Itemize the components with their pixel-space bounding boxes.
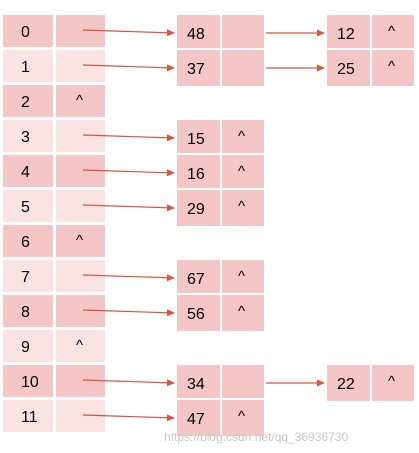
watermark-text: https://blog.csdn.net/qq_36936730: [164, 430, 348, 444]
pointer-arrows: [82, 29, 325, 422]
pointer-arrow: [82, 309, 175, 317]
bucket-row-9: 9 ^: [1, 328, 107, 364]
bucket-row-2: 2 ^: [1, 83, 107, 119]
node-pointer-cell: [220, 363, 266, 403]
node-pointer-cell: [220, 258, 266, 298]
node-value-cell: [325, 13, 372, 53]
bucket-row-7: 7: [1, 258, 107, 294]
pointer-arrow: [82, 274, 175, 282]
bucket-index-cell: [1, 398, 55, 434]
pointer-arrow: [82, 414, 175, 422]
chain-node-12: 12 ^: [325, 13, 416, 53]
node-value-text: 47: [187, 411, 205, 428]
bucket-index-text: 0: [21, 24, 30, 41]
node-value-cell: [325, 48, 372, 88]
bucket-index-text: 4: [21, 164, 30, 181]
bucket-pointer-cell: [54, 83, 107, 119]
pointer-arrow: [82, 64, 175, 72]
null-pointer-symbol: ^: [76, 337, 83, 354]
bucket-row-1: 1: [1, 48, 107, 84]
node-pointer-cell: [220, 13, 266, 53]
node-value-text: 37: [187, 61, 205, 78]
node-value-text: 12: [337, 26, 355, 43]
chain-node-47: 47 ^: [175, 398, 266, 438]
chain-node-15: 15 ^: [175, 118, 266, 158]
null-pointer-symbol: ^: [388, 23, 395, 40]
chain-node-16: 16 ^: [175, 153, 266, 193]
bucket-index-text: 9: [21, 339, 30, 356]
bucket-row-5: 5: [1, 188, 107, 224]
node-pointer-cell: [370, 363, 416, 403]
bucket-row-0: 0: [1, 13, 107, 49]
chain-node-48: 48: [175, 13, 266, 53]
chain-node-37: 37: [175, 48, 266, 88]
bucket-index-text: 11: [21, 409, 38, 426]
bucket-row-10: 10: [1, 363, 107, 399]
chain-node-22: 22 ^: [325, 363, 416, 403]
bucket-index-text: 10: [21, 374, 39, 391]
null-pointer-symbol: ^: [238, 303, 245, 320]
bucket-index-text: 1: [21, 59, 30, 76]
bucket-index-text: 3: [21, 129, 30, 146]
pointer-arrow: [82, 169, 175, 177]
null-pointer-symbol: ^: [238, 163, 245, 180]
bucket-row-3: 3: [1, 118, 107, 154]
node-value-text: 29: [187, 201, 205, 218]
pointer-arrow: [82, 379, 175, 387]
node-value-text: 67: [187, 271, 205, 288]
null-pointer-symbol: ^: [388, 58, 395, 75]
node-value-text: 16: [187, 166, 205, 183]
node-pointer-cell: [370, 13, 416, 53]
null-pointer-symbol: ^: [238, 198, 245, 215]
node-pointer-cell: [220, 153, 266, 193]
bucket-index-cell: [1, 328, 55, 364]
null-pointer-symbol: ^: [76, 92, 83, 109]
bucket-index-text: 5: [21, 199, 30, 216]
node-value-text: 48: [187, 26, 205, 43]
bucket-row-4: 4: [1, 153, 107, 189]
bucket-row-6: 6 ^: [1, 223, 107, 259]
chain-nodes: 48 12 ^ 37 25 ^ 15 ^ 16 ^ 29 ^ 67 ^ 56 ^ 34 22 ^ 47 ^: [175, 13, 416, 438]
null-pointer-symbol: ^: [238, 268, 245, 285]
null-pointer-symbol: ^: [238, 408, 245, 425]
bucket-row-11: 11: [1, 398, 107, 434]
null-pointer-symbol: ^: [238, 128, 245, 145]
chain-node-67: 67 ^: [175, 258, 266, 298]
node-pointer-cell: [220, 188, 266, 228]
chain-node-56: 56 ^: [175, 293, 266, 333]
null-pointer-symbol: ^: [76, 232, 83, 249]
node-value-cell: [325, 363, 372, 403]
node-value-cell: [175, 153, 222, 193]
node-value-text: 25: [337, 61, 355, 78]
bucket-index-text: 2: [21, 94, 30, 111]
node-pointer-cell: [220, 398, 266, 438]
bucket-pointer-cell: [54, 153, 107, 189]
null-pointer-symbol: ^: [388, 373, 395, 390]
node-value-text: 34: [187, 376, 205, 393]
node-value-text: 22: [337, 376, 355, 393]
bucket-pointer-cell: [54, 328, 107, 364]
pointer-arrow: [82, 29, 175, 37]
chain-node-25: 25 ^: [325, 48, 416, 88]
bucket-pointer-cell: [54, 258, 107, 294]
node-value-cell: [175, 398, 222, 438]
node-value-text: 15: [187, 131, 205, 148]
node-value-cell: [175, 258, 222, 298]
node-pointer-cell: [220, 293, 266, 333]
node-value-cell: [175, 188, 222, 228]
node-pointer-cell: [370, 48, 416, 88]
bucket-row-8: 8: [1, 293, 107, 329]
bucket-index-text: 6: [21, 234, 30, 251]
pointer-arrow: [82, 204, 175, 212]
node-value-text: 56: [187, 306, 205, 323]
bucket-index-cell: [1, 293, 55, 329]
chain-node-29: 29 ^: [175, 188, 266, 228]
bucket-index-text: 8: [21, 304, 30, 321]
chain-node-34: 34: [175, 363, 266, 403]
pointer-arrow: [82, 134, 175, 142]
bucket-index-text: 7: [21, 269, 30, 286]
node-pointer-cell: [220, 48, 266, 88]
